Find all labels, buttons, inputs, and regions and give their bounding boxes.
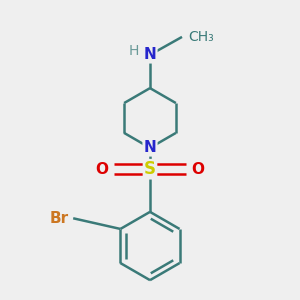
Text: O: O: [96, 162, 109, 177]
Text: N: N: [144, 47, 156, 62]
Text: H: H: [129, 44, 139, 58]
Text: N: N: [144, 140, 156, 155]
Text: Br: Br: [50, 211, 69, 226]
Text: CH₃: CH₃: [188, 30, 214, 44]
Text: O: O: [191, 162, 204, 177]
Text: S: S: [144, 160, 156, 178]
